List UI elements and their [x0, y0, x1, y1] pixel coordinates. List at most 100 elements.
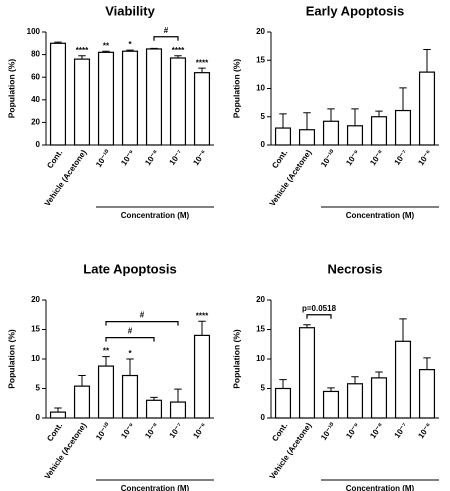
x-tick-label: 10⁻⁷	[168, 421, 185, 440]
y-tick-label: 0	[261, 140, 266, 149]
panel-title: Necrosis	[328, 261, 383, 276]
significance-label: ****	[196, 311, 209, 320]
group-label: Concentration (M)	[346, 211, 415, 220]
error-bar	[423, 357, 431, 370]
y-tick-label: 5	[36, 384, 41, 393]
y-tick-label: 20	[31, 118, 40, 127]
error-bar	[126, 358, 134, 376]
bar	[97, 365, 115, 419]
bar	[121, 50, 139, 146]
group-label: Concentration (M)	[121, 484, 190, 491]
significance-label: **	[103, 347, 110, 356]
error-bar	[399, 318, 407, 342]
bar	[97, 51, 115, 146]
bar	[274, 127, 292, 146]
bar	[346, 125, 364, 146]
bar	[418, 369, 436, 419]
bar	[145, 399, 163, 419]
error-bar	[198, 320, 206, 336]
bar	[193, 72, 211, 146]
y-tick-label: 5	[261, 384, 266, 393]
error-bar	[423, 49, 431, 73]
bar	[298, 129, 316, 146]
x-tick-label: 10⁻⁹	[119, 148, 136, 167]
error-bar	[54, 41, 62, 44]
error-bar	[279, 113, 287, 129]
bar	[370, 116, 388, 146]
error-bar	[375, 110, 383, 117]
bracket	[105, 321, 179, 326]
y-tick-label: 5	[261, 112, 266, 121]
y-axis-label: Population (%)	[6, 59, 16, 119]
error-bar	[78, 55, 86, 60]
error-bar	[399, 87, 407, 111]
bar	[73, 58, 91, 146]
panel-title: Early Apoptosis	[306, 3, 404, 18]
x-tick-label: Cont.	[270, 421, 289, 443]
y-tick-label: 15	[31, 325, 40, 334]
bar	[193, 334, 211, 419]
bar	[322, 390, 340, 419]
x-tick-label: 10⁻¹⁰	[319, 148, 338, 169]
x-tick-label: 10⁻⁶	[416, 148, 433, 167]
bar	[49, 42, 67, 146]
error-bar	[351, 376, 359, 384]
panel-title: Viability	[105, 3, 155, 18]
bar	[394, 340, 412, 419]
error-bar	[102, 356, 110, 367]
significance-label: ****	[76, 46, 89, 55]
x-tick-label: Vehicle (Acetone)	[268, 148, 314, 208]
x-tick-label: 10⁻¹⁰	[319, 421, 338, 442]
bracket	[306, 314, 332, 319]
bar	[370, 377, 388, 419]
significance-label: ****	[196, 58, 209, 67]
y-tick-label: 100	[27, 27, 41, 36]
bracket-label: p=0.0518	[302, 304, 337, 313]
bar	[49, 411, 67, 419]
x-tick-label: 10⁻⁸	[368, 148, 385, 167]
error-bar	[174, 388, 182, 403]
x-tick-label: 10⁻⁶	[191, 421, 208, 440]
error-bar	[279, 379, 287, 389]
y-tick-label: 15	[256, 55, 265, 64]
x-tick-label: Vehicle (Acetone)	[43, 148, 89, 208]
error-bar	[303, 112, 311, 130]
y-tick-label: 15	[256, 325, 265, 334]
error-bar	[303, 324, 311, 328]
y-tick-label: 20	[256, 295, 265, 304]
error-bar	[78, 375, 86, 387]
bar	[169, 57, 187, 146]
y-tick-label: 0	[36, 140, 41, 149]
y-tick-label: 0	[36, 413, 41, 422]
y-axis-label: Population (%)	[6, 329, 16, 389]
panel-title: Late Apoptosis	[83, 261, 176, 276]
x-tick-label: 10⁻⁹	[344, 421, 361, 440]
bracket	[105, 337, 155, 342]
y-tick-label: 20	[256, 27, 265, 36]
error-bar	[126, 49, 134, 52]
bar	[121, 374, 139, 419]
x-tick-label: 10⁻¹⁰	[94, 421, 113, 442]
x-tick-label: Cont.	[45, 421, 64, 443]
x-tick-label: 10⁻⁹	[119, 421, 136, 440]
significance-label: *	[128, 349, 132, 358]
x-tick-label: Vehicle (Acetone)	[268, 421, 314, 481]
bar	[145, 48, 163, 146]
y-tick-label: 10	[31, 354, 40, 363]
significance-label: ****	[172, 46, 185, 55]
bar	[346, 383, 364, 419]
x-tick-label: Cont.	[45, 148, 64, 170]
bar	[73, 385, 91, 419]
error-bar	[375, 371, 383, 378]
y-tick-label: 60	[31, 72, 40, 81]
error-bar	[150, 47, 158, 49]
group-label: Concentration (M)	[346, 484, 415, 491]
bracket-label: #	[128, 327, 133, 336]
bar	[169, 401, 187, 419]
bar	[322, 120, 340, 146]
x-tick-label: 10⁻⁷	[393, 148, 410, 167]
error-bar	[150, 396, 158, 401]
y-tick-label: 10	[256, 84, 265, 93]
x-tick-label: 10⁻⁸	[143, 421, 160, 440]
